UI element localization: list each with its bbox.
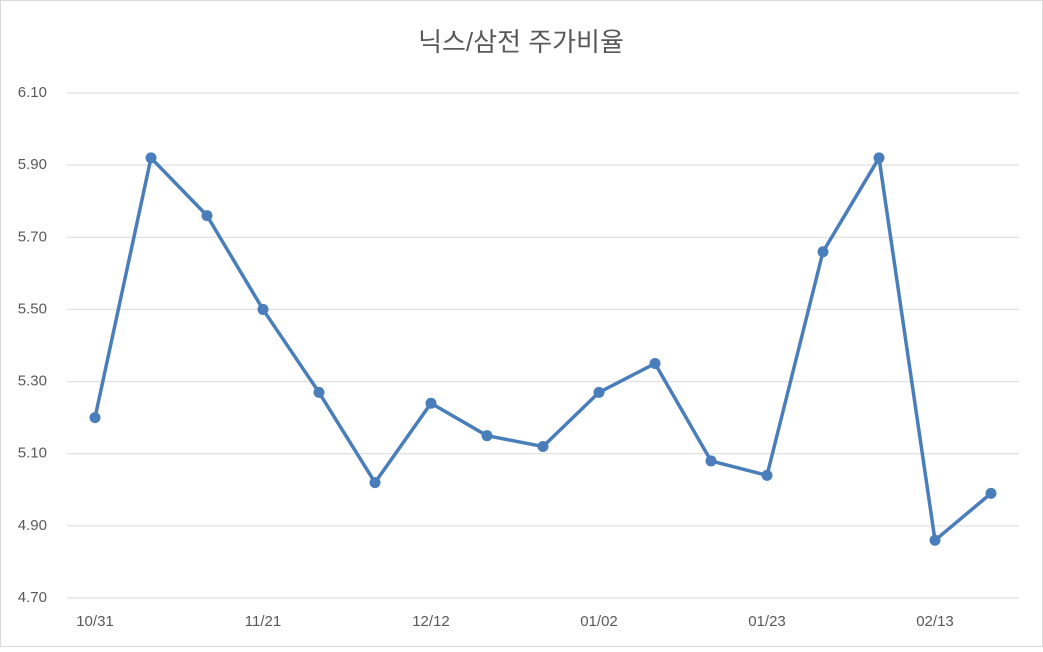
marker — [145, 152, 157, 164]
chart-title: 닉스/삼전 주가비율 — [418, 27, 624, 57]
y-tick-label: 5.10 — [18, 445, 47, 462]
marker — [817, 246, 829, 258]
y-tick-label: 5.30 — [18, 373, 47, 390]
x-tick-label: 02/13 — [916, 613, 954, 630]
marker — [873, 152, 885, 164]
marker — [761, 469, 773, 481]
marker — [89, 412, 101, 424]
y-tick-label: 6.10 — [18, 84, 47, 101]
y-tick-label: 5.70 — [18, 228, 47, 245]
marker — [929, 534, 941, 546]
marker — [537, 441, 549, 452]
y-tick-label: 5.50 — [18, 300, 47, 317]
y-tick-label: 4.90 — [18, 517, 47, 534]
x-tick-label: 10/31 — [76, 613, 114, 630]
y-tick-label: 4.70 — [18, 589, 47, 606]
marker — [649, 358, 661, 370]
marker — [705, 455, 717, 467]
marker — [369, 477, 381, 489]
marker — [481, 430, 493, 442]
marker — [201, 210, 213, 222]
marker — [593, 386, 605, 398]
marker — [425, 397, 437, 409]
x-tick-label: 12/12 — [412, 613, 450, 630]
y-tick-label: 5.90 — [18, 156, 47, 173]
x-tick-label: 11/21 — [245, 613, 281, 630]
marker — [985, 487, 997, 499]
marker — [313, 386, 325, 398]
x-tick-label: 01/23 — [748, 613, 786, 630]
marker — [257, 303, 269, 315]
x-tick-label: 01/02 — [580, 613, 618, 630]
